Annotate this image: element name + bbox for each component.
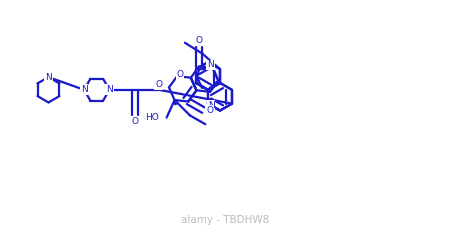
Text: O: O: [155, 80, 162, 89]
Text: O: O: [176, 70, 184, 79]
Text: HO: HO: [145, 113, 159, 122]
Text: alamy - TBDHW8: alamy - TBDHW8: [181, 215, 269, 225]
Text: N: N: [207, 101, 214, 110]
Text: O: O: [206, 106, 213, 115]
Text: O: O: [195, 36, 203, 45]
Text: N: N: [207, 60, 214, 70]
Text: O: O: [131, 118, 138, 126]
Text: N: N: [106, 85, 113, 94]
Text: N: N: [81, 85, 87, 94]
Text: N: N: [45, 73, 52, 82]
